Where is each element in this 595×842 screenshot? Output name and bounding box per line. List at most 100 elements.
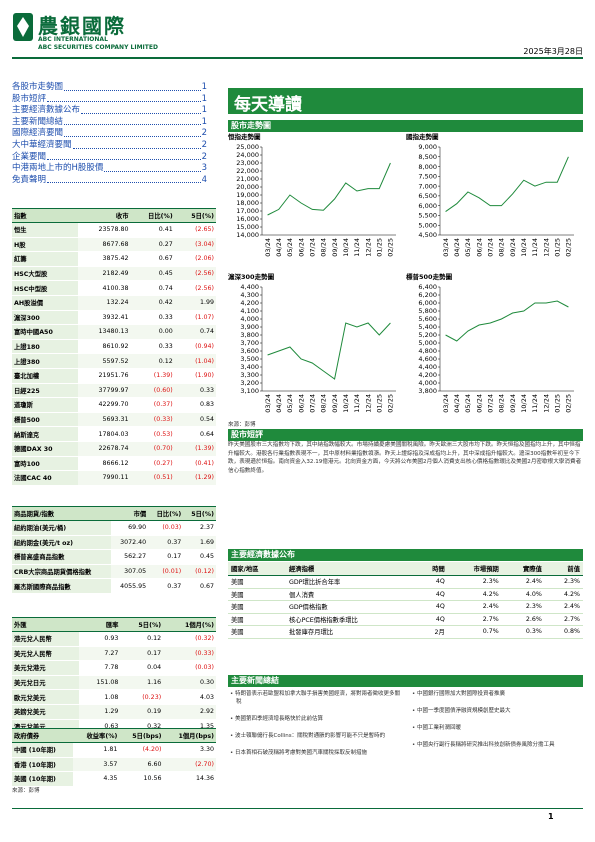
header-cell: 1個月(bps) xyxy=(163,728,216,743)
commentary: 昨天美國股市三大指數均下跌，其中納指跌幅較大。市場持續憂慮美國關稅風險。昨天歐洲… xyxy=(228,442,582,474)
cell: 0.27 xyxy=(130,237,175,253)
x-tick-label: 08/24 xyxy=(320,394,328,413)
x-tick-label: 04/24 xyxy=(275,394,283,413)
cell: 臺北加權 xyxy=(12,368,79,384)
y-tick-label: 14,000 xyxy=(236,231,259,239)
date: 2025年3月28日 xyxy=(523,47,583,56)
cell: (0.70) xyxy=(130,441,175,457)
cell: 1.08 xyxy=(78,689,121,705)
x-tick-label: 10/24 xyxy=(342,238,350,257)
cell: 0.64 xyxy=(174,426,216,442)
cell: 2.4% xyxy=(501,575,545,589)
x-tick-label: 05/24 xyxy=(464,394,472,413)
y-tick-label: 20,000 xyxy=(236,183,259,191)
toc-leader xyxy=(64,128,201,137)
toc-leader xyxy=(47,175,201,184)
line xyxy=(445,156,569,212)
cell: 紐約期金(美元/t oz) xyxy=(12,535,112,551)
x-tick-label: 05/24 xyxy=(286,238,294,257)
y-tick-label: 6,500 xyxy=(418,192,437,200)
header-row: 政府債券 收益率(%) 5日(bps) 1個月(bps) xyxy=(12,728,216,743)
x-tick-label: 01/25 xyxy=(553,394,561,413)
row: 美國 核心PCE價格指數季環比 4Q 2.7% 2.6% 2.7% xyxy=(228,613,583,626)
cell: 22678.74 xyxy=(78,441,131,457)
x-tick-label: 12/24 xyxy=(542,394,550,413)
section-bar: 股市走勢圖 xyxy=(228,120,583,132)
toc-entry: 各股市走勢圖 1 xyxy=(12,82,207,94)
fx-table: 外匯 匯率 5日(%) 1個月(%) 港元兌人民幣 0.93 0.12 (0.32) 美元兌人民… xyxy=(12,617,216,735)
cell: 2.3% xyxy=(447,575,502,589)
header-cell: 5日(%) xyxy=(174,208,216,223)
charts: 恒指走勢圖 14,00015,00016,00017,00018,00019,00… xyxy=(228,133,574,413)
header-row: 外匯 匯率 5日(%) 1個月(%) xyxy=(12,617,216,632)
x-tick-label: 02/25 xyxy=(565,394,573,413)
cell: 道瓊斯 xyxy=(12,397,79,413)
cell: (0.33) xyxy=(163,646,216,662)
y-tick-label: 24,000 xyxy=(236,151,259,159)
cell: 13480.13 xyxy=(78,324,131,340)
header-cell: 政府債券 xyxy=(12,728,73,743)
y-tick-label: 4,400 xyxy=(240,283,259,291)
toc-entry: 免責聲明 4 xyxy=(12,175,207,187)
cell: 紅籌 xyxy=(12,251,79,267)
cell: 2月 xyxy=(415,625,448,639)
cell: 上證180 xyxy=(12,339,79,355)
cell: 0.17 xyxy=(148,549,184,565)
cell: 香港 (10年期) xyxy=(12,757,73,773)
y-tick-label: 5,200 xyxy=(418,331,437,339)
cell: 69.90 xyxy=(111,520,149,536)
cell: 6.60 xyxy=(119,757,164,773)
row: 港元兌人民幣 0.93 0.12 (0.32) xyxy=(12,631,216,647)
cell: (0.53) xyxy=(130,426,175,442)
y-tick-label: 5,400 xyxy=(418,323,437,331)
news-item: • 美國第四季經濟增長略快於此前估算 xyxy=(230,716,324,722)
cell: 0.74 xyxy=(130,280,175,296)
header-cell: 5日(%) xyxy=(120,617,164,632)
row: 美國 GDP價格指數 4Q 2.4% 2.3% 2.4% xyxy=(228,600,583,614)
row: 標普500 5693.31 (0.33) 0.54 xyxy=(12,412,216,428)
toc: 各股市走勢圖 1 股市短評 1 主要經濟數據公布 1 主要新聞總結 1 國際經濟要聞 2 大中華經濟… xyxy=(12,82,207,186)
y-tick-label: 23,000 xyxy=(236,159,259,167)
cell: (0.33) xyxy=(130,412,175,428)
line xyxy=(267,162,391,216)
cell: 4.0% xyxy=(501,588,545,601)
cell: 2.7% xyxy=(447,613,502,626)
x-tick-label: 07/24 xyxy=(486,238,494,257)
cell: 1.81 xyxy=(72,742,120,758)
cell: 0.3% xyxy=(501,625,545,639)
toc-page: 1 xyxy=(201,116,207,127)
x-tick-label: 02/25 xyxy=(387,394,395,413)
y-tick-label: 3,800 xyxy=(240,331,259,339)
cell: 0.74 xyxy=(174,324,216,340)
y-tick-label: 5,500 xyxy=(418,212,437,220)
row: 美國 個人消費 4Q 4.2% 4.0% 4.2% xyxy=(228,588,583,601)
cell: 4.2% xyxy=(447,588,502,601)
toc-page: 2 xyxy=(201,151,207,162)
x-tick-label: 04/24 xyxy=(453,394,461,413)
row: 德國DAX 30 22678.74 (0.70) (1.39) xyxy=(12,441,216,457)
header-cell: 1個月(%) xyxy=(163,617,216,632)
page-number: 1 xyxy=(548,812,554,821)
header-cell: 5日(%) xyxy=(183,506,216,521)
logo: 農銀國際 xyxy=(38,14,126,38)
cell: (1.39) xyxy=(174,441,216,457)
cell: 上證380 xyxy=(12,353,79,369)
y-tick-label: 7,000 xyxy=(418,182,437,190)
news-text: 特朗普表示若歐盟和加拿大聯手損害美國經濟，將對兩者徵收更多關稅 xyxy=(235,691,401,705)
cell: (0.23) xyxy=(120,689,164,705)
line xyxy=(267,322,391,380)
cell: 個人消費 xyxy=(286,588,416,601)
cell: 132.24 xyxy=(78,295,131,311)
cell: 4Q xyxy=(415,613,448,626)
cell: 4.03 xyxy=(163,689,216,705)
cell: 8666.12 xyxy=(78,456,131,472)
x-tick-label: 06/24 xyxy=(297,238,305,257)
x-tick-label: 04/24 xyxy=(453,238,461,257)
news-item: • 特朗普表示若歐盟和加拿大聯手損害美國經濟，將對兩者徵收更多關稅 xyxy=(230,691,401,705)
x-tick-label: 08/24 xyxy=(498,394,506,413)
cell: 美國 xyxy=(228,600,286,614)
cell: (3.04) xyxy=(174,237,216,253)
x-tick-label: 03/24 xyxy=(264,394,272,413)
y-tick-label: 21,000 xyxy=(236,175,259,183)
cell: 英鎊兌美元 xyxy=(12,704,79,720)
